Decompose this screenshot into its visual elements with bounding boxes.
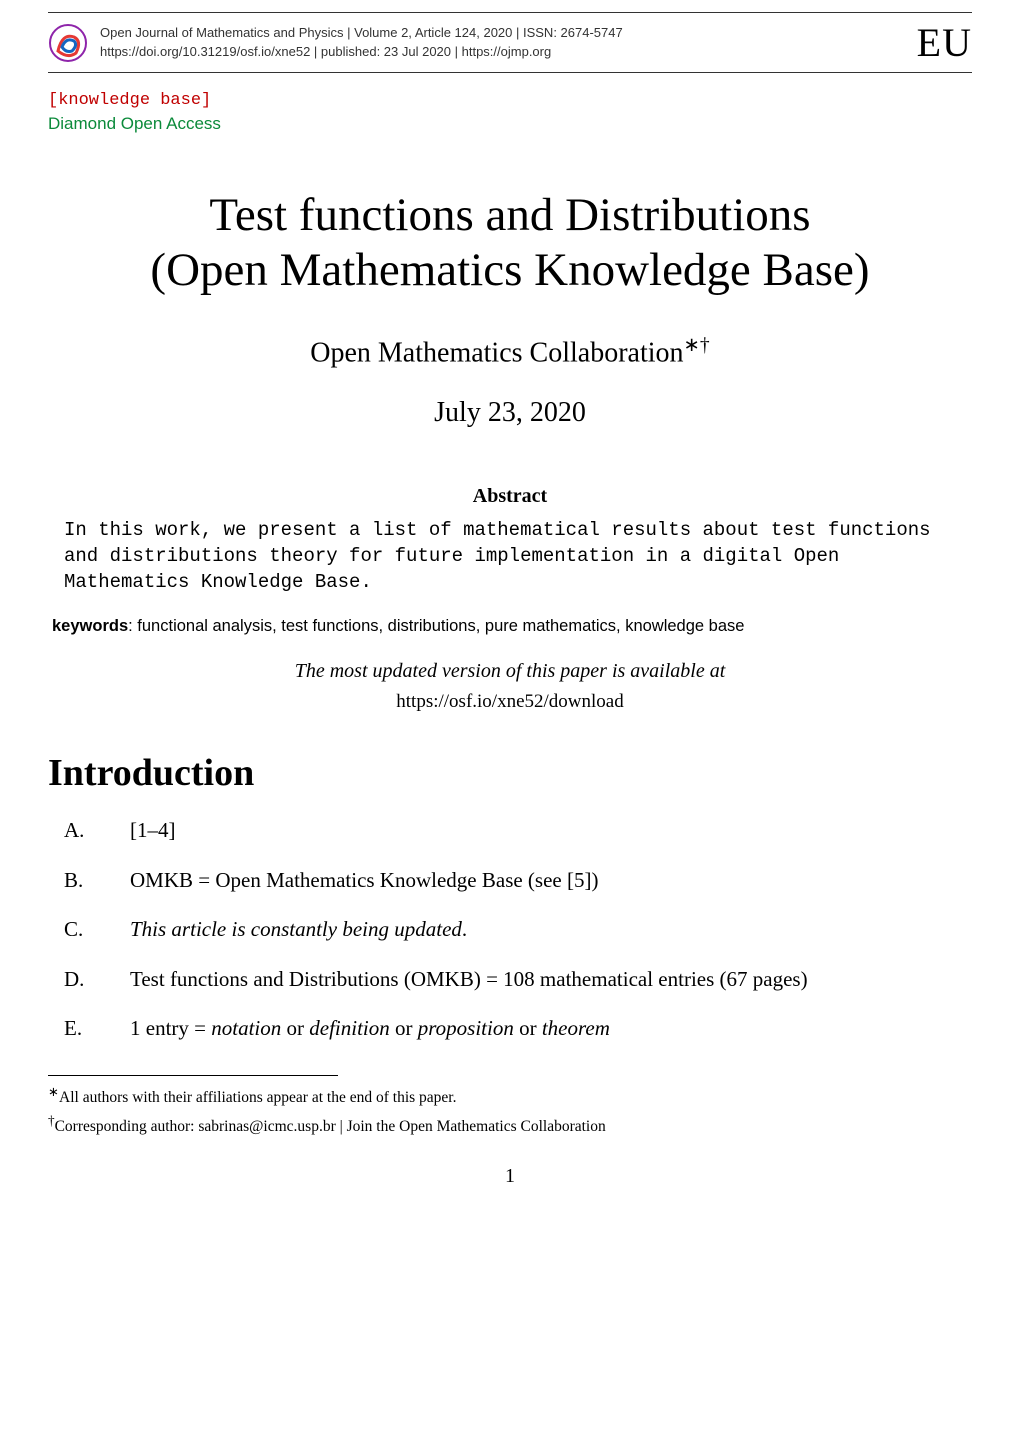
item-marker: A.	[100, 815, 130, 847]
journal-line: Open Journal of Mathematics and Physics …	[100, 24, 905, 43]
item-marker: E.	[100, 1013, 130, 1045]
updated-link: https://osf.io/xne52/download	[48, 691, 972, 713]
header-meta: Open Journal of Mathematics and Physics …	[100, 24, 905, 62]
title-line-1: Test functions and Distributions	[209, 189, 810, 241]
header-eu-label: EU	[917, 19, 972, 66]
item-body: OMKB = Open Mathematics Knowledge Base (…	[130, 868, 598, 892]
list-item: C.This article is constantly being updat…	[128, 914, 972, 946]
title-line-2: (Open Mathematics Knowledge Base)	[150, 244, 869, 296]
paper-date: July 23, 2020	[48, 397, 972, 429]
footnote-2: †Corresponding author: sabrinas@icmc.usp…	[48, 1111, 972, 1139]
item-marker: D.	[100, 964, 130, 996]
abstract-body: In this work, we present a list of mathe…	[48, 518, 972, 595]
footnotes: ∗All authors with their affiliations app…	[48, 1082, 972, 1139]
journal-logo-icon	[48, 23, 88, 63]
item-body: This article is constantly being updated…	[130, 917, 467, 941]
page-number: 1	[48, 1165, 972, 1188]
header-row: Open Journal of Mathematics and Physics …	[48, 13, 972, 72]
footnote-1: ∗All authors with their affiliations app…	[48, 1082, 972, 1110]
item-body: [1–4]	[130, 818, 176, 842]
tags-block: [knowledge base] Diamond Open Access	[48, 91, 972, 134]
updated-text: The most updated version of this paper i…	[48, 660, 972, 683]
footnote-2-mark: †	[48, 1113, 55, 1128]
list-item: B.OMKB = Open Mathematics Knowledge Base…	[128, 865, 972, 897]
abstract-heading: Abstract	[48, 485, 972, 508]
keywords-line: keywords: functional analysis, test func…	[48, 617, 972, 636]
tag-diamond-open-access: Diamond Open Access	[48, 114, 972, 134]
section-introduction: Introduction	[48, 751, 972, 795]
paper-title: Test functions and Distributions (Open M…	[48, 188, 972, 299]
tag-knowledge-base: [knowledge base]	[48, 91, 972, 110]
author-name: Open Mathematics Collaboration	[310, 337, 683, 368]
footnote-rule	[48, 1075, 338, 1076]
list-item: D.Test functions and Distributions (OMKB…	[128, 964, 972, 996]
intro-list: A.[1–4] B.OMKB = Open Mathematics Knowle…	[48, 815, 972, 1045]
list-item: E.1 entry = notation or definition or pr…	[128, 1013, 972, 1045]
footnote-2-text: Corresponding author: sabrinas@icmc.usp.…	[55, 1118, 606, 1135]
page: Open Journal of Mathematics and Physics …	[0, 12, 1020, 1454]
keywords-label: keywords	[52, 617, 128, 635]
footnote-1-mark: ∗	[48, 1084, 59, 1099]
header-rule-bottom	[48, 72, 972, 73]
footnote-1-text: All authors with their affiliations appe…	[59, 1089, 456, 1106]
doi-line: https://doi.org/10.31219/osf.io/xne52 | …	[100, 43, 905, 62]
author-marks: ∗†	[684, 335, 710, 356]
item-body: 1 entry = notation or definition or prop…	[130, 1016, 610, 1040]
author-line: Open Mathematics Collaboration∗†	[48, 333, 972, 369]
item-body: Test functions and Distributions (OMKB) …	[130, 967, 808, 991]
item-marker: C.	[100, 914, 130, 946]
keywords-text: : functional analysis, test functions, d…	[128, 617, 744, 635]
item-marker: B.	[100, 865, 130, 897]
list-item: A.[1–4]	[128, 815, 972, 847]
